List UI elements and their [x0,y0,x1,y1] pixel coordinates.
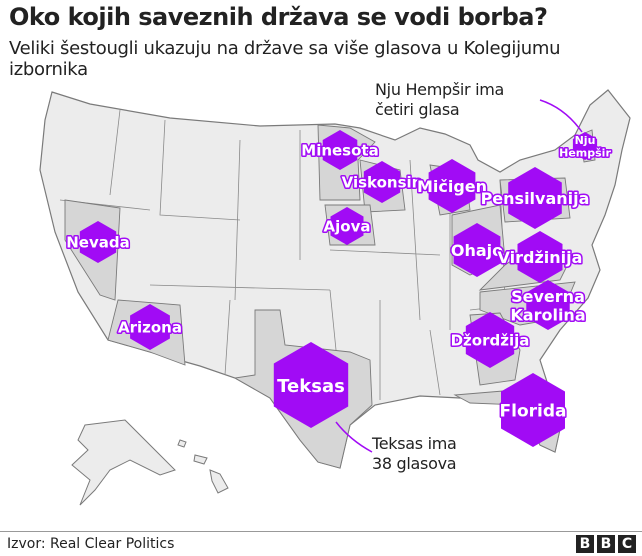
hexagon-nju-hempsir [572,132,598,160]
state-label-nju-hempsir: Hempšir [559,147,611,160]
hexagon-pensilvanija [508,167,562,229]
state-label-arizona: Arizona [118,319,182,337]
alaska [71,419,176,506]
state-label-micigen: Mičigen [417,177,487,196]
state-label-ohajo: Ohajo [451,241,503,260]
hexagon-micigen [428,159,476,213]
state-label-dzordzija: Džordžija [451,332,530,350]
hexagon-viskonsin [363,161,401,203]
state-label-florida: Florida [500,401,567,421]
state-label-nevada: Nevada [66,234,130,252]
tx-annotation-line2: 38 glasova [372,454,457,473]
nh-annotation-line1: Nju Hempšir ima [375,80,505,99]
state-label-minesota: Minesota [301,142,378,160]
hexagon-ajova [330,207,364,245]
footer-divider [0,531,642,532]
state-label-teksas: Teksas [277,376,345,397]
hexagon-teksas [273,342,349,428]
hawaii [177,439,229,494]
hexagon-arizona [130,304,170,350]
source-note: Izvor: Real Clear Politics [7,536,175,552]
hexagon-severna-karolina [526,280,570,330]
hexagon-dzordzija [465,312,515,368]
state-label-nju-hempsir: Nju [575,134,596,147]
page-title: Oko kojih saveznih država se vodi borba? [9,3,548,31]
nh-annotation-line2: četiri glasa [375,100,460,119]
hexagon-nevada [79,221,117,263]
state-borders [59,109,561,400]
hexagon-florida [501,373,565,447]
nh-annotation: Nju Hempšir ima četiri glasa [375,80,504,120]
nh-leader-line [539,99,583,133]
tx-annotation: Teksas ima 38 glasova [372,434,457,474]
hexagon-virdzinija [517,231,563,283]
state-label-severna-karolina: Severna [511,287,585,306]
state-label-virdzinija: Virdžinija [498,248,583,267]
state-label-severna-karolina: Karolina [510,305,585,324]
hexagon-ohajo [453,223,501,277]
hexagon-minesota [322,130,358,170]
tx-annotation-line1: Teksas ima [372,434,457,453]
state-label-viskonsin: Viskonsin [342,174,423,192]
state-label-ajova: Ajova [324,218,371,236]
state-label-pensilvanija: Pensilvanija [481,189,590,208]
subtitle: Veliki šestougli ukazuju na države sa vi… [9,38,561,80]
tx-leader-line [335,421,373,453]
